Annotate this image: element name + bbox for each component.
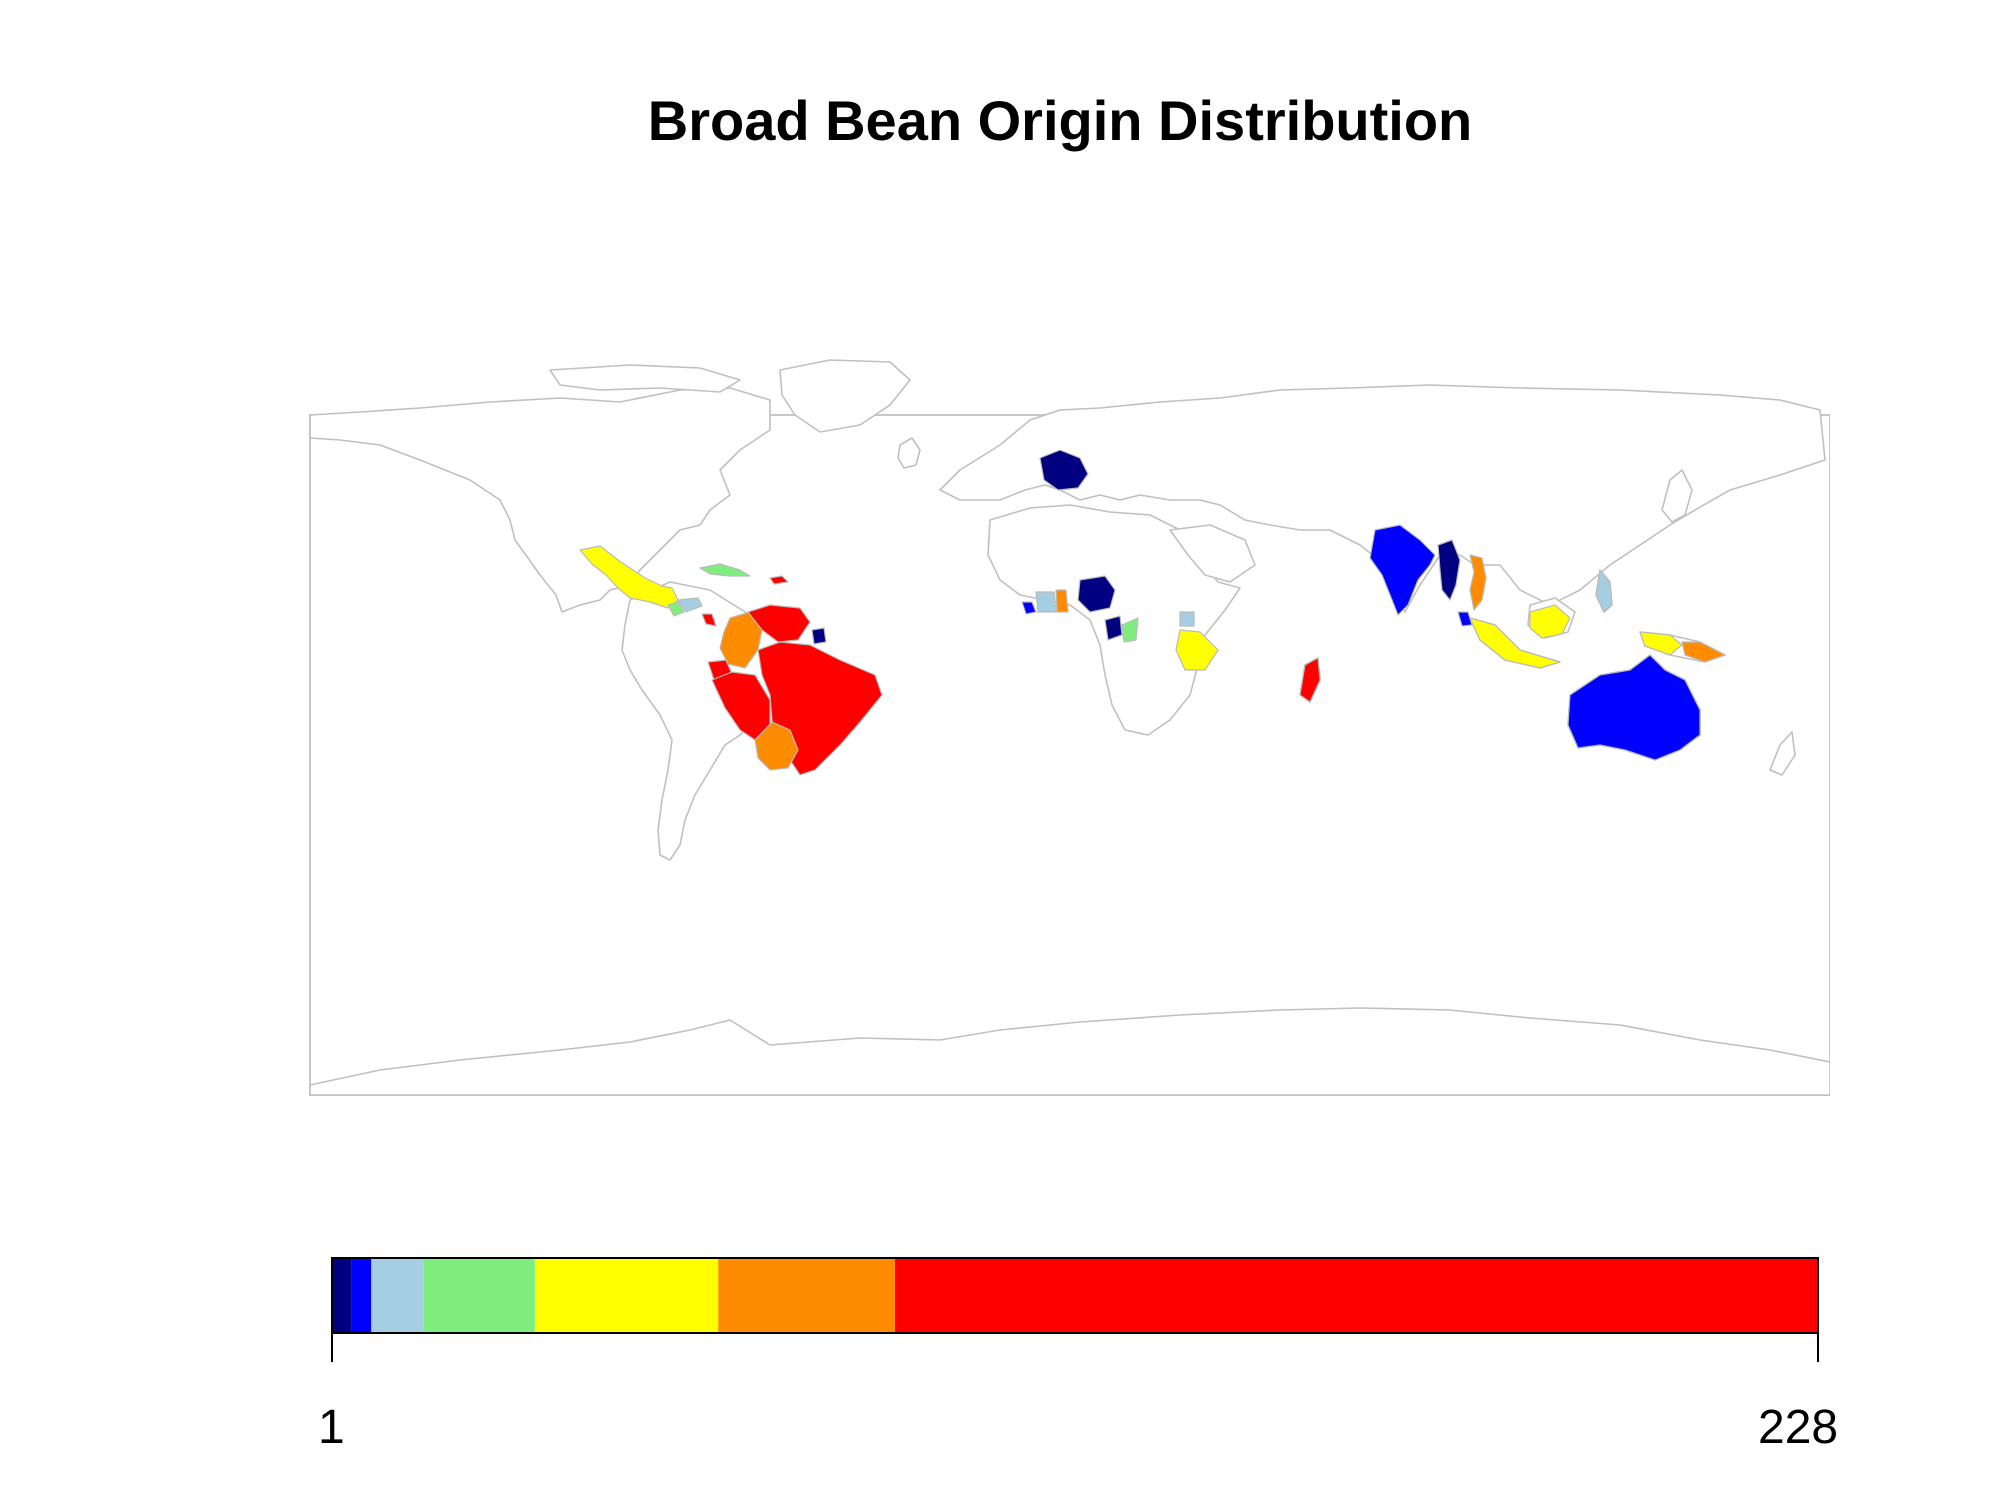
legend-max-label: 228 (1758, 1401, 1839, 1454)
country-nigeria (1077, 575, 1116, 613)
legend-segment (351, 1258, 372, 1333)
country-indonesia-papua (1639, 631, 1683, 656)
country-liberia (1021, 601, 1037, 615)
eurasia-shape (939, 384, 1826, 613)
country-ivory-coast (1035, 591, 1057, 613)
world-map (309, 359, 1830, 1096)
greenland-shape (779, 359, 911, 433)
legend-min-label: 1 (318, 1401, 345, 1454)
country-guatemala (667, 601, 685, 617)
country-ghana (1055, 589, 1069, 613)
legend-segment (332, 1258, 352, 1333)
country-congo (1104, 615, 1123, 641)
uk-shape (897, 437, 921, 469)
map-title: Broad Bean Origin Distribution (647, 89, 1473, 152)
new-zealand-shape (1769, 731, 1796, 776)
antarctica-shape (309, 1007, 1830, 1096)
country-bolivia (754, 721, 799, 771)
legend-color-bar (332, 1258, 1818, 1333)
country-tanzania (1175, 629, 1219, 671)
country-indonesia-borneo (1529, 604, 1571, 639)
country-philippines (1595, 569, 1613, 613)
country-france (1039, 449, 1089, 491)
country-indonesia-sumatra (1469, 617, 1561, 669)
legend-segment (534, 1258, 719, 1333)
country-suriname (811, 627, 827, 645)
country-india (1369, 524, 1436, 616)
country-costa-rica (701, 613, 717, 627)
canada-islands-shape (549, 364, 741, 393)
country-madagascar (1299, 657, 1321, 703)
country-australia (1567, 654, 1701, 761)
arabia-shape (1169, 524, 1256, 583)
legend-segment (718, 1258, 895, 1333)
japan-shape (1661, 469, 1693, 523)
legend-segment (894, 1258, 1818, 1333)
country-dominican-republic (769, 575, 789, 585)
country-papua-new-guinea (1681, 641, 1726, 663)
country-cuba (699, 563, 751, 577)
legend-segment (371, 1258, 424, 1333)
country-myanmar (1437, 539, 1461, 601)
north-america-shape (309, 387, 771, 613)
color-legend (331, 1257, 1819, 1362)
country-honduras (677, 597, 703, 613)
country-vietnam (1469, 554, 1487, 611)
country-malaysia (1457, 611, 1473, 627)
legend-segment (423, 1258, 535, 1333)
country-venezuela (747, 604, 811, 643)
country-gabon (1121, 617, 1139, 643)
country-uganda (1179, 611, 1195, 627)
